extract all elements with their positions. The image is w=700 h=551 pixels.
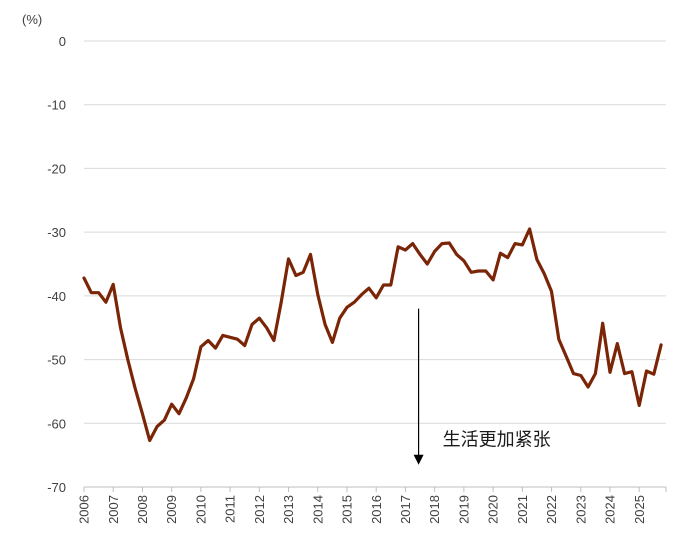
annotation-label: 生活更加紧张	[443, 430, 551, 451]
x-tick-label: 2006	[77, 495, 92, 524]
x-tick-label: 2015	[340, 495, 355, 524]
series-line-group	[82, 227, 663, 443]
x-axis-ticks: 2006 2007 2008 2009 2010 2011 2012 2013 2014 2015…	[77, 495, 647, 524]
x-tick-label: 2008	[135, 495, 150, 524]
series-line	[82, 227, 663, 443]
x-axis	[83, 486, 667, 492]
y-axis-ticks: 0 -10 -20 -30 -40 -50 -60 -70	[47, 34, 66, 495]
x-tick-label: 2024	[603, 495, 618, 524]
annotation: 生活更加紧张	[413, 308, 551, 465]
x-tick-label: 2007	[106, 495, 121, 524]
x-tick-label: 2012	[252, 495, 267, 524]
y-tick-label: -20	[47, 161, 66, 176]
y-tick-label: -30	[47, 225, 66, 240]
x-tick-label: 2020	[486, 495, 501, 524]
x-tick-label: 2009	[164, 495, 179, 524]
x-tick-label: 2019	[456, 495, 471, 524]
annotation-arrow-head	[413, 454, 424, 465]
x-tick-label: 2016	[369, 495, 384, 524]
x-tick-label: 2011	[223, 495, 238, 523]
x-tick-label: 2021	[515, 495, 530, 524]
x-tick-label: 2018	[427, 495, 442, 524]
gridlines	[84, 40, 666, 424]
y-tick-label: -60	[47, 416, 66, 431]
x-tick-label: 2010	[193, 495, 208, 524]
x-tick-label: 2025	[632, 495, 647, 524]
x-tick-label: 2014	[310, 495, 325, 524]
x-tick-label: 2013	[281, 495, 296, 524]
x-tick-label: 2022	[544, 495, 559, 524]
y-axis-unit: (%)	[22, 12, 42, 27]
x-tick-label: 2017	[398, 495, 413, 524]
y-tick-label: -70	[47, 480, 66, 495]
x-tick-label: 2023	[573, 495, 588, 524]
y-tick-label: 0	[59, 34, 66, 49]
y-tick-label: -50	[47, 353, 66, 368]
y-tick-label: -40	[47, 289, 66, 304]
y-tick-label: -10	[47, 98, 66, 113]
